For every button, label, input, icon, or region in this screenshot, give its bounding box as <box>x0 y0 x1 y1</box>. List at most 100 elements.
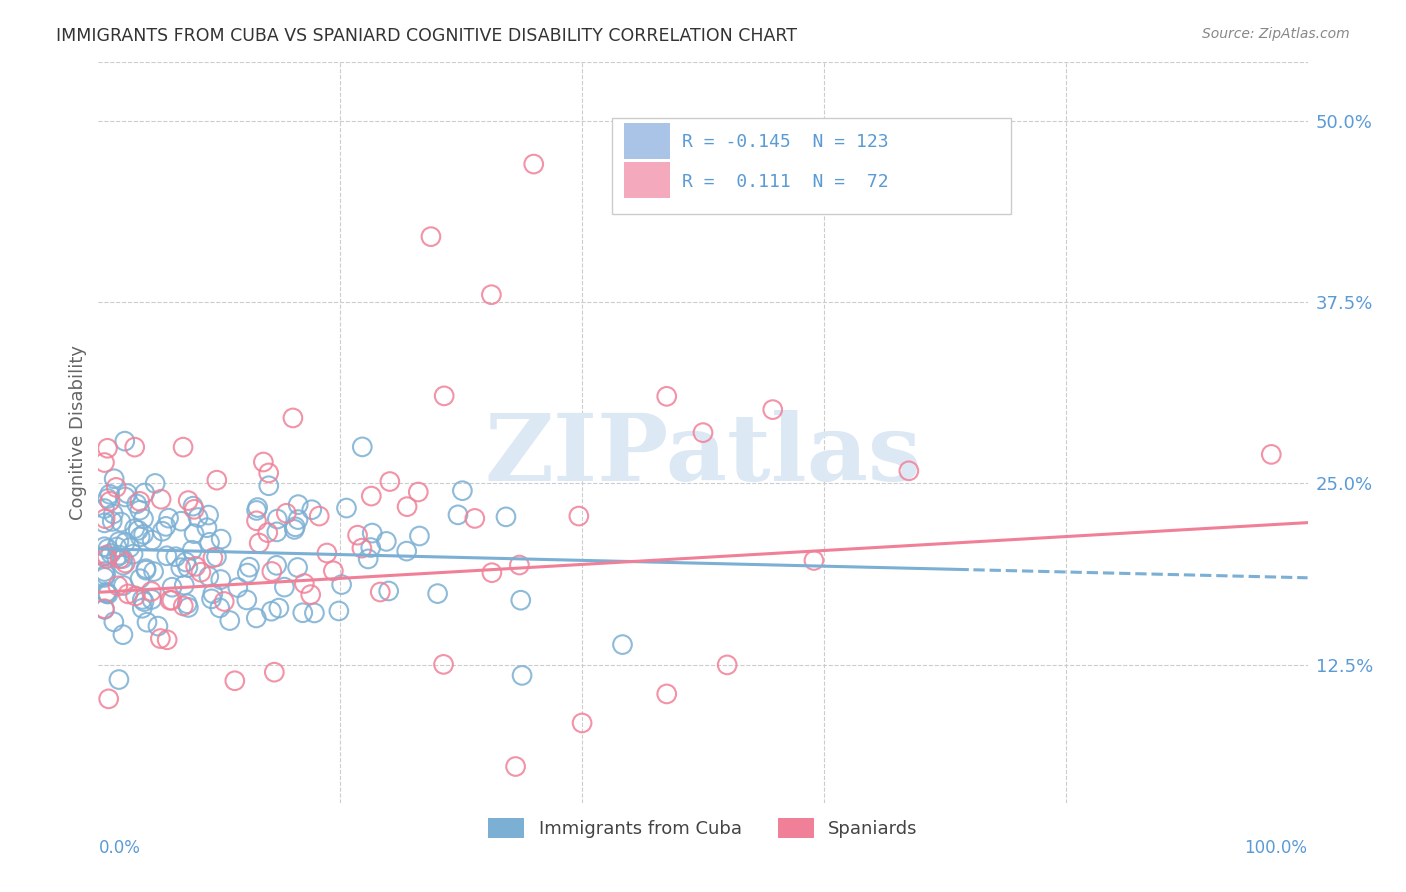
Point <box>420 229 443 244</box>
Point <box>281 411 304 425</box>
Point <box>198 569 221 583</box>
Point <box>287 498 309 512</box>
Point <box>209 532 232 546</box>
Point <box>287 512 309 526</box>
Point <box>273 580 295 594</box>
Point <box>111 628 134 642</box>
Point <box>200 591 222 606</box>
Point <box>93 456 115 470</box>
Point <box>124 522 146 536</box>
Point <box>224 673 246 688</box>
Point <box>571 715 593 730</box>
Point <box>287 560 309 574</box>
Point <box>247 536 270 550</box>
Text: 0.0%: 0.0% <box>98 839 141 857</box>
Point <box>112 578 135 592</box>
Point <box>98 487 121 501</box>
Point <box>170 560 193 574</box>
Point <box>177 560 200 574</box>
Point <box>187 510 209 524</box>
Point <box>301 502 323 516</box>
Point <box>96 548 118 562</box>
Point <box>129 572 152 586</box>
Point <box>360 541 382 555</box>
Point <box>174 555 197 569</box>
Point <box>132 527 155 541</box>
Point <box>177 600 200 615</box>
FancyBboxPatch shape <box>624 162 671 198</box>
Point <box>93 516 115 530</box>
Point <box>432 657 454 672</box>
Point <box>108 548 131 562</box>
Point <box>195 521 218 535</box>
Point <box>205 473 228 487</box>
Point <box>408 529 430 543</box>
Point <box>135 561 157 575</box>
Point <box>433 389 456 403</box>
Point <box>897 464 920 478</box>
Point <box>357 552 380 566</box>
Point <box>322 564 344 578</box>
Point <box>108 534 131 549</box>
Point <box>100 546 122 560</box>
Point <box>93 602 115 616</box>
FancyBboxPatch shape <box>613 118 1011 214</box>
Point <box>257 466 280 480</box>
Point <box>184 559 207 574</box>
Point <box>108 673 131 687</box>
Point <box>447 508 470 522</box>
Point <box>205 549 228 564</box>
Point <box>110 515 132 529</box>
Point <box>183 502 205 516</box>
Point <box>131 601 153 615</box>
Point <box>124 440 146 454</box>
Point <box>136 615 159 630</box>
Point <box>98 494 121 508</box>
Point <box>96 442 118 456</box>
Point <box>266 512 288 526</box>
Point <box>263 665 285 680</box>
Point <box>97 541 120 556</box>
Point <box>107 579 129 593</box>
Point <box>209 573 232 587</box>
Point <box>236 593 259 607</box>
Point <box>173 578 195 592</box>
Point <box>291 606 314 620</box>
Point <box>132 594 155 608</box>
Point <box>149 632 172 646</box>
Point <box>612 638 634 652</box>
Point <box>134 486 156 500</box>
Point <box>93 570 115 584</box>
Point <box>360 489 382 503</box>
Point <box>252 455 274 469</box>
Point <box>172 599 194 613</box>
Point <box>176 597 198 611</box>
Point <box>426 586 449 600</box>
Text: 100.0%: 100.0% <box>1244 839 1308 857</box>
Point <box>495 509 517 524</box>
Point <box>93 565 115 579</box>
Point <box>508 558 530 572</box>
Point <box>1260 447 1282 461</box>
Point <box>156 632 179 647</box>
Point <box>96 585 118 599</box>
Point <box>117 587 139 601</box>
Point <box>352 440 374 454</box>
Point <box>105 540 128 554</box>
Point <box>190 566 212 580</box>
Point <box>292 576 315 591</box>
Point <box>481 287 503 301</box>
Point <box>142 565 165 579</box>
Point <box>94 567 117 582</box>
Text: R =  0.111  N =  72: R = 0.111 N = 72 <box>682 173 889 192</box>
Point <box>197 508 219 522</box>
Point <box>135 563 157 577</box>
Point <box>212 594 235 608</box>
Point <box>330 577 353 591</box>
Point <box>124 589 146 603</box>
Point <box>655 389 678 403</box>
Point <box>114 490 136 504</box>
Text: Source: ZipAtlas.com: Source: ZipAtlas.com <box>1202 27 1350 41</box>
Point <box>266 524 288 539</box>
Point <box>177 493 200 508</box>
